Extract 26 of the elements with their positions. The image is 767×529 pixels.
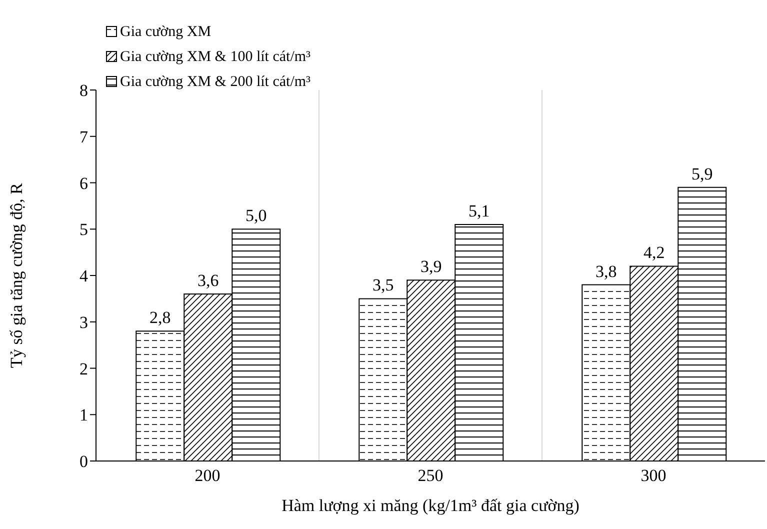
y-tick-label: 1 (80, 406, 88, 425)
y-axis-title: Tỷ số gia tăng cường độ, R (7, 182, 26, 368)
x-tick-label: 200 (194, 466, 220, 486)
data-label: 3,6 (198, 271, 219, 290)
data-label: 3,5 (372, 276, 394, 295)
y-tick-label: 0 (80, 452, 88, 472)
data-label: 5,9 (692, 164, 713, 184)
x-axis-title: Hàm lượng xi măng (kg/1m³ đất gia cường) (282, 496, 580, 515)
x-tick-label: 300 (640, 466, 666, 486)
y-tick-label: 3 (80, 312, 88, 332)
y-tick-label: 4 (80, 266, 88, 286)
data-label: 3,9 (420, 257, 442, 276)
y-tick-label: 5 (80, 220, 88, 240)
data-label: 5,0 (246, 206, 267, 226)
data-label: 5,1 (468, 201, 490, 220)
y-tick-label: 2 (80, 359, 88, 378)
data-label: 3,8 (596, 262, 617, 281)
legend-label: Gia cường XM & 100 lít cát/m³ (120, 49, 311, 65)
data-label: 2,8 (150, 308, 171, 328)
legend-label: Gia cường XM & 200 lít cát/m³ (120, 74, 311, 90)
legend-label: Gia cường XM (120, 24, 212, 40)
data-label: 4,2 (644, 243, 665, 262)
y-tick-label: 8 (80, 81, 88, 100)
y-tick-label: 7 (80, 127, 88, 146)
y-tick-label: 6 (80, 174, 88, 193)
x-tick-label: 250 (418, 466, 444, 486)
